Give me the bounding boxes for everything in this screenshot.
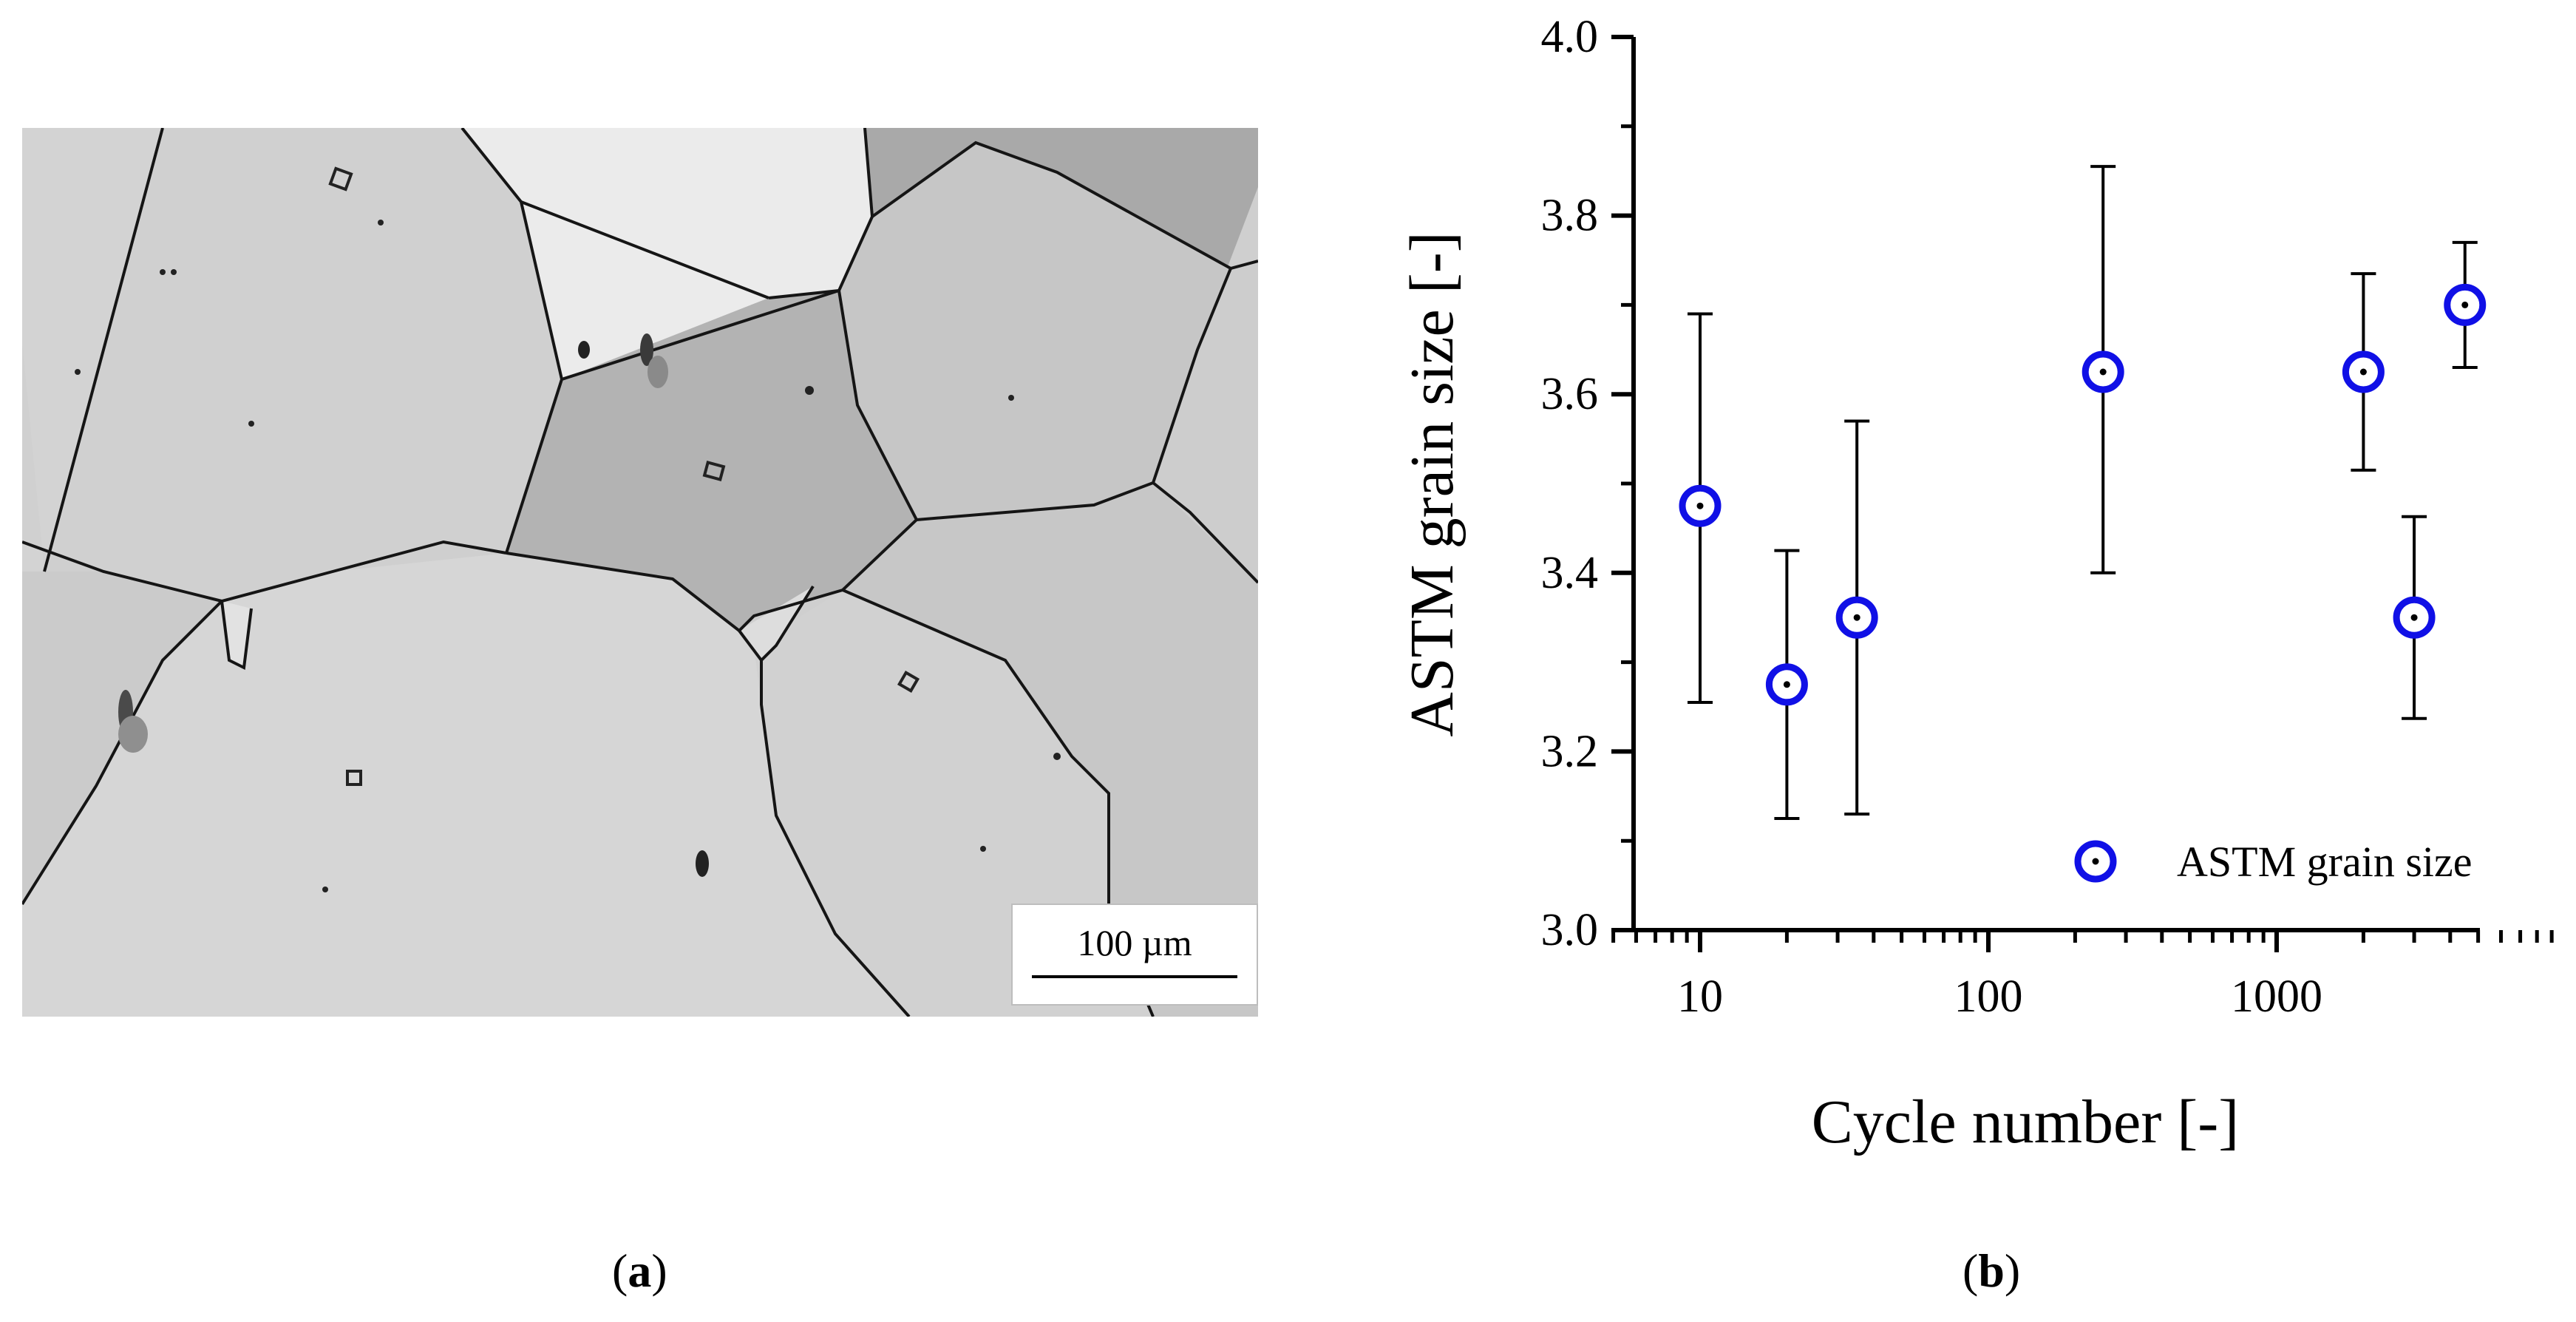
data-point-center [2359, 368, 2367, 376]
y-tick-label: 4.0 [1541, 12, 1599, 62]
inclusions [75, 166, 1061, 892]
error-bars [1688, 165, 2478, 820]
caption-b: (b) [1962, 1244, 2021, 1297]
data-point-center [1783, 681, 1790, 688]
caption-a-letter: a [628, 1244, 652, 1297]
x-axis-label: Cycle number [-] [1812, 1088, 2239, 1156]
data-point-center [1696, 502, 1704, 509]
data-point [2444, 283, 2487, 326]
data-point-center [2099, 368, 2107, 376]
caption-a: (a) [612, 1244, 667, 1297]
grain [22, 128, 562, 601]
data-point [1765, 663, 1808, 706]
data-point [2342, 350, 2385, 393]
grain [462, 128, 872, 379]
legend: ASTM grain size [2074, 838, 2473, 886]
markers [1679, 283, 2487, 706]
grain [865, 128, 1258, 268]
data-point [1679, 484, 1722, 527]
y-tick-label: 3.4 [1541, 548, 1599, 598]
legend-marker [2074, 840, 2117, 883]
caption-b-letter: b [1978, 1244, 2005, 1297]
scale-bar-label: 100 µm [1077, 922, 1192, 963]
scale-bar: 100 µm [1011, 904, 1258, 1006]
y-tick-label: 3.8 [1541, 191, 1599, 241]
data-point [2081, 350, 2124, 393]
legend-label: ASTM grain size [2177, 838, 2473, 886]
data-point [1835, 596, 1878, 639]
y-tick-label: 3.6 [1541, 369, 1599, 419]
micrograph-image [22, 128, 1258, 1017]
data-point-center [1853, 614, 1860, 621]
ticks: 3.0 3.2 3.4 3.6 3.8 4.0 10 100 1000 [1541, 12, 2554, 1022]
scale-bar-line [1032, 975, 1237, 978]
y-tick-label: 3.0 [1541, 905, 1599, 955]
y-tick-label: 3.2 [1541, 726, 1599, 776]
grain [22, 128, 163, 572]
micrograph-drawing [22, 128, 1258, 1017]
grain [22, 572, 222, 904]
axes [1631, 37, 2480, 932]
data-point-center [2410, 614, 2418, 621]
grain [843, 483, 1258, 1017]
grain [839, 143, 1231, 520]
data-point [2393, 596, 2436, 639]
data-point-center [2461, 301, 2469, 308]
x-tick-label: 100 [1954, 972, 2023, 1022]
y-axis-label: ASTM grain size [-] [1398, 231, 1467, 736]
grain [506, 291, 917, 631]
x-tick-label: 1000 [2231, 972, 2322, 1022]
x-tick-label: 10 [1677, 972, 1723, 1022]
